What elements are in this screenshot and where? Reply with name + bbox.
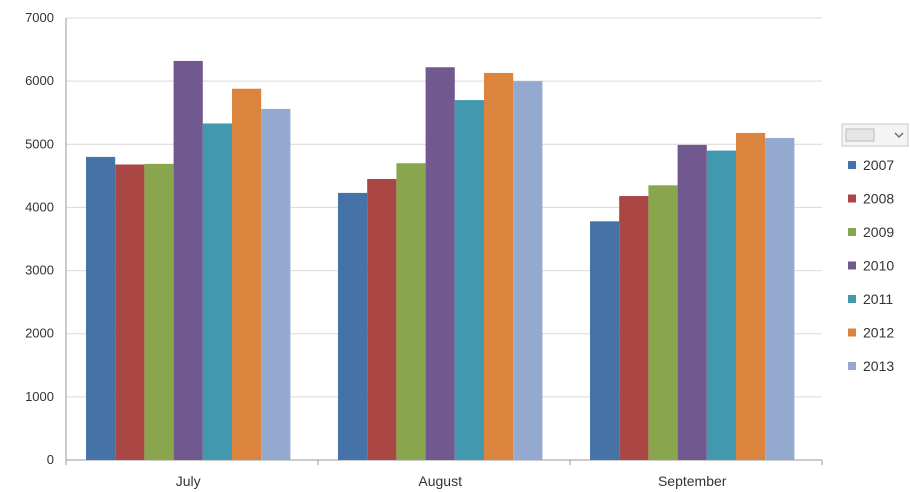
legend-swatch-2012 [848, 328, 856, 337]
bar-2013-september [765, 137, 795, 460]
legend-filter-field [845, 128, 875, 142]
legend-label-2009: 2009 [863, 224, 894, 240]
legend-label-2007: 2007 [863, 157, 894, 173]
x-axis: July August September [65, 460, 823, 489]
y-tick-label: 0 [47, 452, 54, 467]
x-category-label: August [418, 473, 462, 489]
bar-2007-september [590, 221, 620, 460]
y-tick-label: 2000 [25, 326, 54, 341]
chevron-down-icon[interactable] [894, 132, 904, 138]
bar-2013-july [261, 108, 291, 460]
bar-2012-september [736, 132, 766, 461]
legend-swatch-2008 [848, 194, 856, 203]
bar-2011-september [706, 150, 736, 460]
bar-2013-august [513, 81, 543, 461]
bar-2012-august [484, 72, 514, 460]
y-tick-label: 6000 [25, 73, 54, 88]
x-category-label: September [658, 473, 727, 489]
bar-2010-july [173, 60, 203, 461]
legend-label-2010: 2010 [863, 258, 894, 274]
legend-swatch-2013 [848, 362, 856, 370]
legend-swatch-2011 [848, 295, 856, 303]
bar-2011-july [202, 123, 232, 460]
legend-swatch-2009 [848, 228, 856, 236]
y-tick-label: 5000 [25, 136, 54, 151]
y-tick-label: 1000 [25, 389, 54, 404]
legend-swatch-2010 [848, 261, 856, 270]
bar-2008-july [115, 164, 145, 460]
bar-2007-august [338, 192, 368, 461]
legend-swatch-2007 [848, 161, 856, 169]
bar-2007-july [86, 156, 116, 460]
y-tick-label: 3000 [25, 263, 54, 278]
legend-label-2011: 2011 [863, 291, 893, 307]
bar-2011-august [454, 100, 484, 460]
bar-2008-september [619, 196, 649, 460]
bar-2008-august [367, 179, 397, 460]
bar-2010-august [425, 67, 455, 460]
x-category-label: July [176, 473, 201, 489]
bar-2009-september [648, 185, 678, 461]
bar-2012-july [232, 88, 262, 460]
bar-2009-august [396, 163, 426, 460]
legend-label-2012: 2012 [863, 325, 894, 341]
y-tick-label: 4000 [25, 199, 54, 214]
bar-2009-july [144, 163, 174, 461]
y-tick-label: 7000 [25, 10, 54, 25]
bar-2010-september [677, 144, 707, 460]
bars [86, 60, 795, 461]
legend-label-2008: 2008 [863, 191, 894, 207]
legend-label-2013: 2013 [863, 358, 894, 374]
legend[interactable]: 2007 2008 2009 2010 2011 2012 2013 [841, 123, 909, 374]
y-axis: 0 1000 2000 3000 4000 5000 6000 7000 [25, 10, 67, 467]
